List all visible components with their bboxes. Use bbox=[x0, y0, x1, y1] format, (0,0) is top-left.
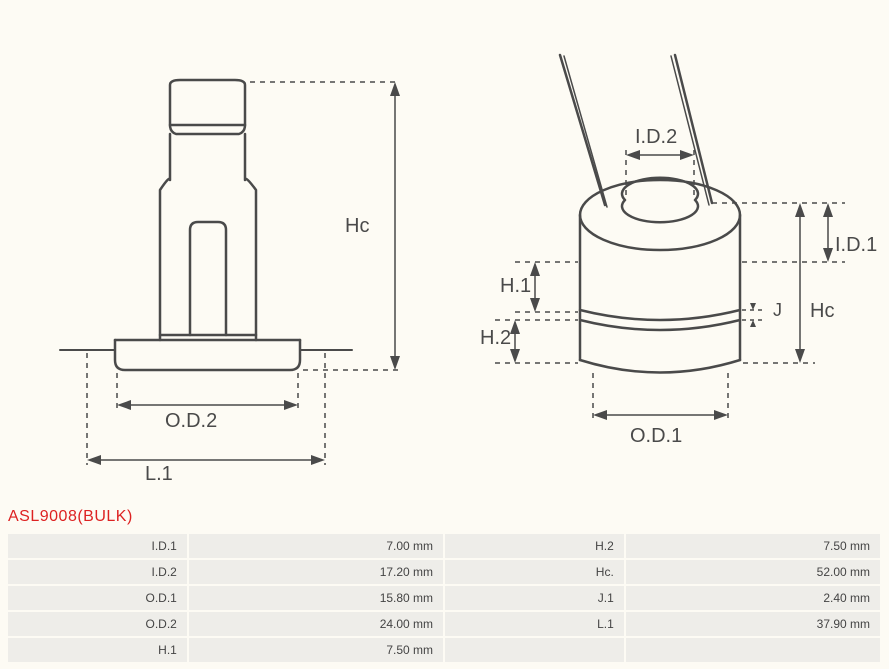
label-id2: I.D.2 bbox=[635, 126, 677, 149]
label-hc-right: Hc bbox=[810, 300, 834, 323]
table-row: O.D.2 24.00 mm L.1 37.90 mm bbox=[8, 612, 880, 636]
spec-val: 7.50 mm bbox=[189, 638, 443, 662]
diagram-left bbox=[0, 0, 470, 500]
label-od1: O.D.1 bbox=[630, 425, 682, 448]
spec-key: I.D.2 bbox=[8, 560, 187, 584]
spec-val: 7.50 mm bbox=[626, 534, 880, 558]
spec-key: I.D.1 bbox=[8, 534, 187, 558]
spec-key bbox=[445, 638, 624, 662]
spec-key: J.1 bbox=[445, 586, 624, 610]
technical-diagram: Hc O.D.2 L.1 bbox=[0, 0, 889, 500]
table-row: I.D.2 17.20 mm Hc. 52.00 mm bbox=[8, 560, 880, 584]
spec-table: I.D.1 7.00 mm H.2 7.50 mm I.D.2 17.20 mm… bbox=[6, 532, 882, 664]
product-code: ASL9008(BULK) bbox=[8, 508, 133, 526]
spec-key: H.1 bbox=[8, 638, 187, 662]
table-row: H.1 7.50 mm bbox=[8, 638, 880, 662]
label-hc-left: Hc bbox=[345, 215, 369, 238]
table-row: O.D.1 15.80 mm J.1 2.40 mm bbox=[8, 586, 880, 610]
spec-key: O.D.2 bbox=[8, 612, 187, 636]
label-id1: I.D.1 bbox=[835, 234, 877, 257]
spec-val: 2.40 mm bbox=[626, 586, 880, 610]
spec-val: 52.00 mm bbox=[626, 560, 880, 584]
spec-val: 37.90 mm bbox=[626, 612, 880, 636]
spec-key: Hc. bbox=[445, 560, 624, 584]
spec-key: O.D.1 bbox=[8, 586, 187, 610]
spec-key: L.1 bbox=[445, 612, 624, 636]
label-j: J bbox=[773, 300, 782, 321]
spec-val: 24.00 mm bbox=[189, 612, 443, 636]
spec-val: 17.20 mm bbox=[189, 560, 443, 584]
label-od2: O.D.2 bbox=[165, 410, 217, 433]
spec-val: 7.00 mm bbox=[189, 534, 443, 558]
table-row: I.D.1 7.00 mm H.2 7.50 mm bbox=[8, 534, 880, 558]
spec-val: 15.80 mm bbox=[189, 586, 443, 610]
spec-val bbox=[626, 638, 880, 662]
label-h1: H.1 bbox=[500, 275, 531, 298]
label-l1: L.1 bbox=[145, 463, 173, 486]
label-h2: H.2 bbox=[480, 327, 511, 350]
spec-key: H.2 bbox=[445, 534, 624, 558]
